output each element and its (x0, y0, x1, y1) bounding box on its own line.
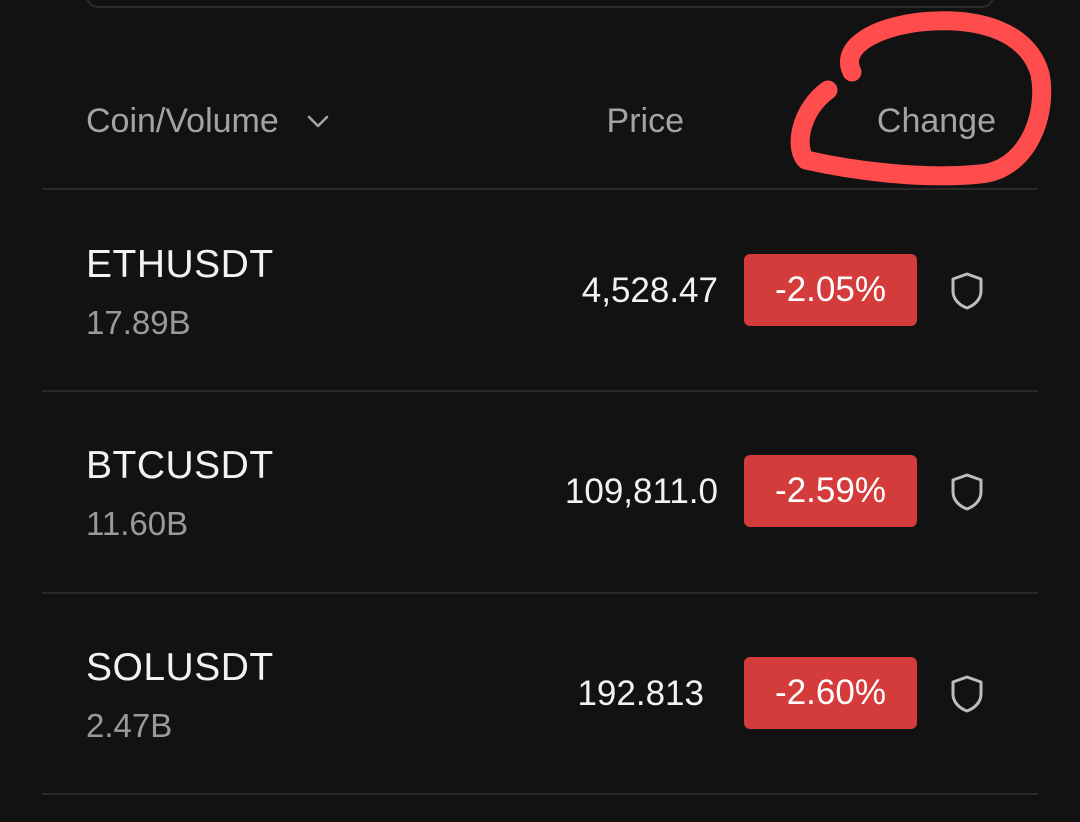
change-badge: -2.59% (744, 455, 917, 527)
row-divider (42, 390, 1038, 392)
table-row[interactable]: BTCUSDT 11.60B 109,811.0 -2.59% (0, 391, 1080, 591)
coin-volume: 2.47B (86, 707, 173, 744)
coin-price: 4,528.47 (581, 271, 718, 310)
shield-icon[interactable] (948, 271, 986, 311)
sort-coin-volume[interactable]: Coin/Volume (86, 96, 331, 146)
coin-volume: 11.60B (86, 505, 189, 542)
chevron-down-icon (307, 115, 329, 128)
header-divider (42, 188, 1038, 190)
coin-symbol: BTCUSDT (86, 444, 274, 487)
sort-change[interactable]: Change (876, 102, 996, 140)
coin-symbol: ETHUSDT (86, 243, 274, 286)
coin-volume: 17.89B (86, 304, 191, 341)
shield-icon[interactable] (948, 674, 986, 714)
search-box[interactable] (86, 0, 994, 8)
change-badge: -2.05% (744, 254, 917, 326)
table-row[interactable]: ETHUSDT 17.89B 4,528.47 -2.05% (0, 190, 1080, 390)
table-row[interactable]: SOLUSDT 2.47B 192.813 -2.60% (0, 593, 1080, 793)
coin-symbol: SOLUSDT (86, 646, 274, 689)
row-divider (42, 793, 1038, 795)
column-header: Coin/Volume Price Change (0, 96, 1080, 146)
sort-price[interactable]: Price (606, 102, 684, 140)
coin-price: 192.813 (577, 674, 704, 713)
change-badge: -2.60% (744, 657, 917, 729)
coin-price: 109,811.0 (564, 472, 718, 511)
row-divider (42, 592, 1038, 594)
shield-icon[interactable] (948, 472, 986, 512)
coin-volume-label: Coin/Volume (86, 102, 279, 140)
